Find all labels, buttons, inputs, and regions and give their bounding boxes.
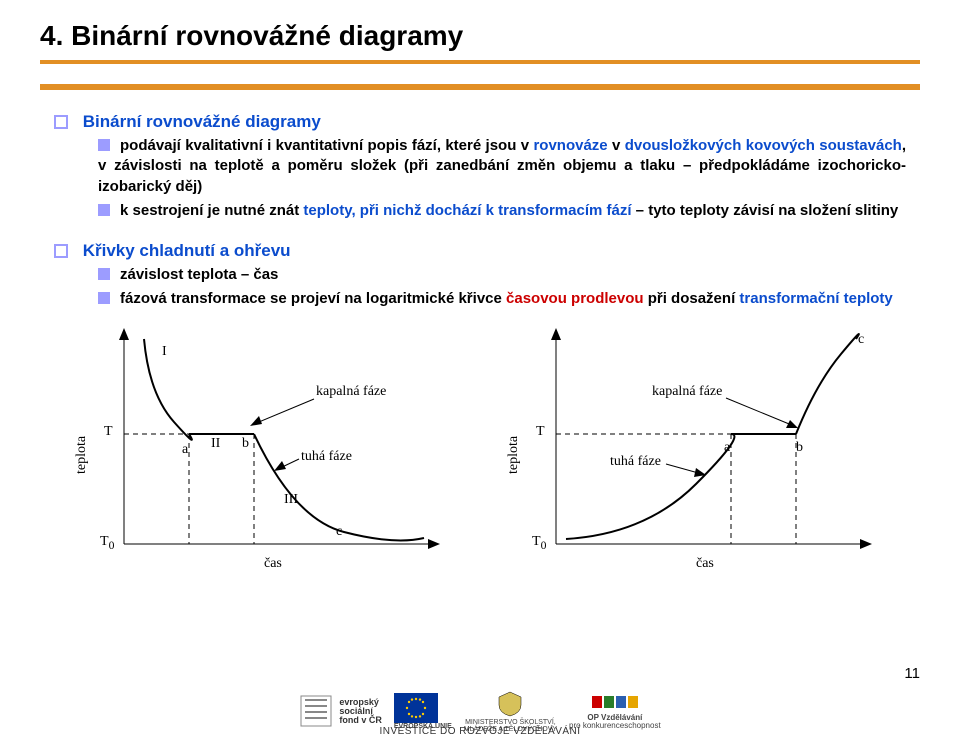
- cooling-curve-left-svg: [64, 324, 464, 574]
- section1-heading-text: Binární rovnovážné diagramy: [83, 112, 321, 131]
- label-T: T: [536, 424, 545, 440]
- op-line: pro konkurenceschopnost: [569, 722, 661, 730]
- label-c: c: [858, 332, 864, 348]
- label-II: II: [211, 436, 220, 452]
- esf-logo: evropský sociální fond v ČR: [299, 694, 382, 728]
- page-title-row: 4. Binární rovnovážné diagramy: [40, 20, 920, 52]
- ministry-icon: [495, 689, 525, 717]
- eu-flag-icon: [394, 693, 438, 723]
- label-tuha: tuhá fáze: [301, 449, 352, 465]
- eu-logo: EVROPSKÁ UNIE: [394, 693, 452, 730]
- heating-curve-right-svg: [496, 324, 896, 574]
- invest-line: INVESTICE DO ROZVOJE VZDĚLÁVÁNÍ: [379, 726, 580, 737]
- list-item: fázová transformace se projeví na logari…: [98, 289, 906, 309]
- ministry-line: MINISTERSTVO ŠKOLSTVÍ,: [464, 719, 557, 726]
- op-logo: OP Vzdělávání pro konkurenceschopnost: [569, 692, 661, 730]
- esf-logo-icon: [299, 694, 333, 728]
- section2-list: závislost teplota – čas fázová transform…: [54, 265, 906, 310]
- x-axis-label: čas: [696, 556, 714, 572]
- label-T0: T0: [100, 534, 114, 552]
- page-title: 4. Binární rovnovážné diagramy: [40, 20, 463, 52]
- heating-curve-right: teplota čas T T0 a b c kapalná fáze tuhá…: [496, 324, 896, 574]
- page-number: 11: [904, 665, 920, 682]
- section2-heading: Křivky chladnutí a ohřevu: [54, 241, 906, 261]
- label-c: c: [336, 524, 342, 540]
- label-kapalna: kapalná fáze: [652, 384, 722, 400]
- section1-heading: Binární rovnovážné diagramy: [54, 112, 906, 132]
- esf-line: fond v ČR: [339, 716, 382, 725]
- label-tuha: tuhá fáze: [610, 454, 661, 470]
- label-T: T: [104, 424, 113, 440]
- list-item: podávají kvalitativní i kvantitativní po…: [98, 136, 906, 197]
- footer-logos: evropský sociální fond v ČR EVROPSKÁ UNI…: [0, 682, 960, 740]
- label-T0: T0: [532, 534, 546, 552]
- list-item: závislost teplota – čas: [98, 265, 906, 285]
- label-a: a: [724, 440, 730, 456]
- label-a: a: [182, 442, 188, 458]
- label-I: I: [162, 344, 167, 360]
- op-logo-icon: [590, 692, 640, 712]
- label-kapalna: kapalná fáze: [316, 384, 386, 400]
- section1-list: podávají kvalitativní i kvantitativní po…: [54, 136, 906, 221]
- label-b: b: [796, 440, 803, 456]
- x-axis-label: čas: [264, 556, 282, 572]
- list-item: k sestrojení je nutné znát teploty, při …: [98, 201, 906, 221]
- title-underline: [40, 60, 920, 90]
- y-axis-label: teplota: [506, 435, 522, 473]
- label-III: III: [284, 492, 298, 508]
- cooling-curve-left: teplota čas T T0 I II III a b c kapalná …: [64, 324, 464, 574]
- y-axis-label: teplota: [74, 435, 90, 473]
- label-b: b: [242, 436, 249, 452]
- section2-heading-text: Křivky chladnutí a ohřevu: [83, 241, 291, 260]
- charts-row: teplota čas T T0 I II III a b c kapalná …: [54, 324, 906, 574]
